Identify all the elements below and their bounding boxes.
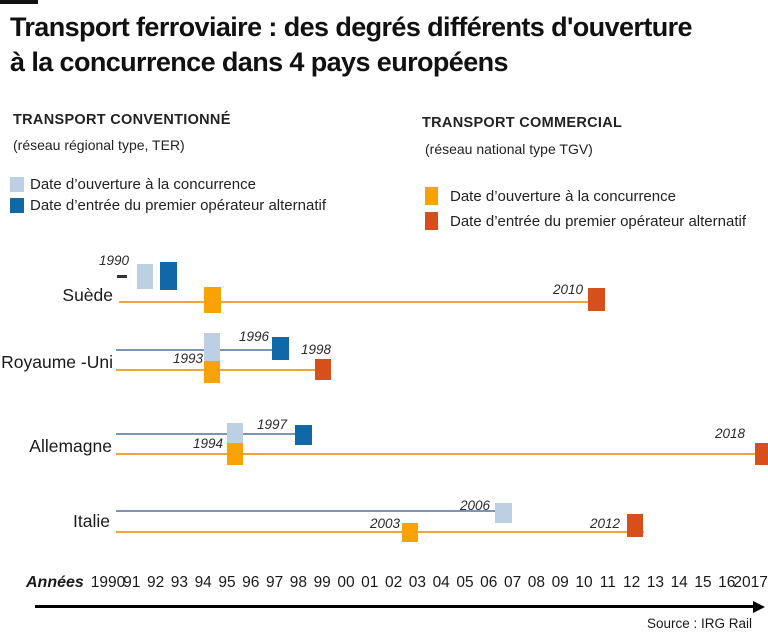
commercial-opening-year-label: 2003 [369, 516, 400, 531]
commercial-operator-marker [315, 359, 331, 380]
legend-commercial: TRANSPORT COMMERCIAL (réseau national ty… [422, 115, 622, 157]
legend-label-commercial-operator: Date d’entrée du premier opérateur alter… [450, 213, 747, 230]
axis-tick-92: 92 [146, 574, 165, 591]
legend-swatch-commercial-opening [425, 187, 438, 205]
conventional-opening-marker [227, 423, 243, 443]
commercial-timeline-line [116, 369, 331, 371]
axis-tick-1990: 1990 [90, 574, 126, 591]
legend-conventional: TRANSPORT CONVENTIONNÉ (réseau régional … [13, 112, 231, 153]
commercial-opening-marker [227, 443, 243, 465]
conventional-operator-marker [272, 337, 289, 360]
axis-tick-99: 99 [313, 574, 331, 591]
axis-tick-96: 96 [242, 574, 260, 591]
conventional-opening-marker [495, 503, 512, 523]
legend-label-conventional-opening: Date d’ouverture à la concurrence [30, 176, 256, 193]
axis-tick-97: 97 [265, 574, 284, 591]
conventional-operator-marker [295, 425, 312, 445]
country-label: Royaume -Uni [1, 352, 113, 372]
axis-label: Années [26, 574, 84, 591]
commercial-operator-year-label: 1998 [300, 342, 331, 357]
commercial-operator-year-label: 2018 [714, 426, 745, 441]
top-rule [0, 0, 38, 4]
page-title-line-1: Transport ferroviaire : des degrés diffé… [10, 12, 693, 42]
conventional-operator-year-label: 1996 [238, 329, 269, 344]
axis-tick-05: 05 [456, 574, 474, 591]
conventional-timeline-line [116, 510, 512, 512]
axis-tick-11: 11 [599, 574, 616, 591]
conventional-timeline-line [116, 433, 312, 435]
country-label: Allemagne [29, 436, 112, 456]
commercial-operator-marker [627, 514, 643, 537]
conventional-operator-year-label: 1997 [256, 417, 287, 432]
commercial-opening-marker [204, 361, 220, 383]
legend-swatch-conventional-opening [10, 177, 24, 192]
legend-label-conventional-operator: Date d’entrée du premier opérateur alter… [30, 197, 327, 214]
conventional-opening-marker [204, 333, 220, 361]
source-note: Source : IRG Rail [646, 616, 752, 631]
legend-swatch-conventional-operator [10, 198, 24, 213]
axis-tick-14: 14 [670, 574, 688, 591]
axis-tick-95: 95 [218, 574, 236, 591]
axis-tick-08: 08 [527, 574, 546, 591]
axis-tick-15: 15 [694, 574, 712, 591]
axis-arrow-head [753, 601, 765, 613]
legend-commercial-subtitle: (réseau national type TGV) [425, 141, 593, 157]
axis-tick-94: 94 [194, 574, 212, 591]
commercial-timeline-line [119, 301, 600, 303]
axis-tick-16: 16 [718, 574, 736, 591]
axis-tick-06: 06 [480, 574, 498, 591]
commercial-timeline-line [116, 453, 768, 455]
commercial-timeline-line [116, 531, 644, 533]
axis-tick-2017: 2017 [733, 574, 768, 591]
legend-swatch-commercial-operator [425, 212, 438, 230]
conventional-opening-year-label: 1994 [192, 436, 223, 451]
conventional-timeline-line [116, 349, 289, 351]
axis-arrow-line [35, 605, 755, 608]
commercial-operator-marker [755, 443, 768, 465]
commercial-operator-marker [588, 288, 605, 311]
axis-tick-01: 01 [361, 574, 379, 591]
conventional-opening-year-label: 2006 [459, 498, 490, 513]
commercial-opening-marker [402, 523, 418, 542]
legend-conventional-subtitle: (réseau régional type, TER) [13, 137, 185, 153]
conventional-opening-year-label: 1993 [172, 351, 203, 366]
country-label: Italie [73, 511, 110, 531]
conventional-start-tick [117, 275, 127, 278]
axis-tick-98: 98 [289, 574, 308, 591]
axis-tick-00: 00 [337, 574, 355, 591]
axis-tick-09: 09 [551, 574, 569, 591]
axis-tick-07: 07 [503, 574, 522, 591]
axis-tick-91: 91 [123, 574, 141, 591]
commercial-operator-year-label: 2010 [552, 282, 583, 297]
conventional-operator-marker [160, 262, 177, 290]
legend-commercial-title: TRANSPORT COMMERCIAL [422, 115, 623, 131]
commercial-opening-marker [204, 287, 221, 313]
axis-tick-13: 13 [646, 574, 665, 591]
country-label: Suède [62, 285, 113, 305]
conventional-opening-marker [137, 264, 153, 289]
axis-tick-12: 12 [622, 574, 641, 591]
page-title-line-2: à la concurrence dans 4 pays européens [10, 47, 509, 77]
conventional-opening-year-label: 1990 [98, 253, 129, 268]
legend-conventional-title: TRANSPORT CONVENTIONNÉ [13, 112, 231, 128]
legend-label-commercial-opening: Date d’ouverture à la concurrence [450, 188, 676, 205]
axis-tick-03: 03 [408, 574, 427, 591]
axis-tick-10: 10 [575, 574, 593, 591]
commercial-operator-year-label: 2012 [589, 516, 620, 531]
axis-tick-93: 93 [170, 574, 189, 591]
axis-tick-04: 04 [432, 574, 450, 591]
axis-tick-02: 02 [384, 574, 403, 591]
